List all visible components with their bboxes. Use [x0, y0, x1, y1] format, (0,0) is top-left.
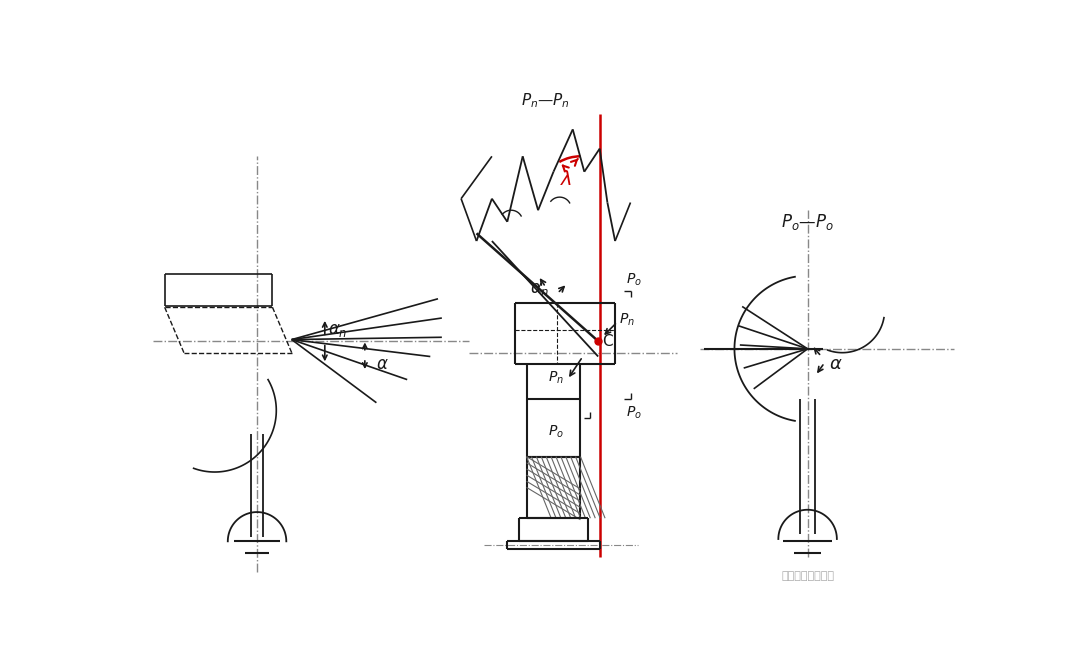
Text: $P_n$: $P_n$	[549, 370, 564, 386]
Text: $P_o$: $P_o$	[626, 271, 642, 288]
Text: $P_n$—$P_n$: $P_n$—$P_n$	[522, 91, 570, 110]
Text: $\alpha_n$: $\alpha_n$	[328, 321, 348, 338]
Text: 家具木工机械刃具: 家具木工机械刃具	[781, 571, 834, 581]
Text: $P_o$: $P_o$	[548, 424, 564, 440]
Text: $\alpha$: $\alpha$	[829, 355, 842, 373]
Text: $\alpha$: $\alpha$	[377, 355, 389, 373]
Text: $\alpha_n$: $\alpha_n$	[530, 280, 550, 297]
Text: C: C	[602, 334, 612, 348]
Text: $P_o$: $P_o$	[626, 405, 642, 421]
Text: $P_o$—$P_o$: $P_o$—$P_o$	[781, 212, 834, 232]
Text: $\lambda$: $\lambda$	[559, 170, 572, 189]
Text: $P_n$: $P_n$	[619, 311, 635, 328]
